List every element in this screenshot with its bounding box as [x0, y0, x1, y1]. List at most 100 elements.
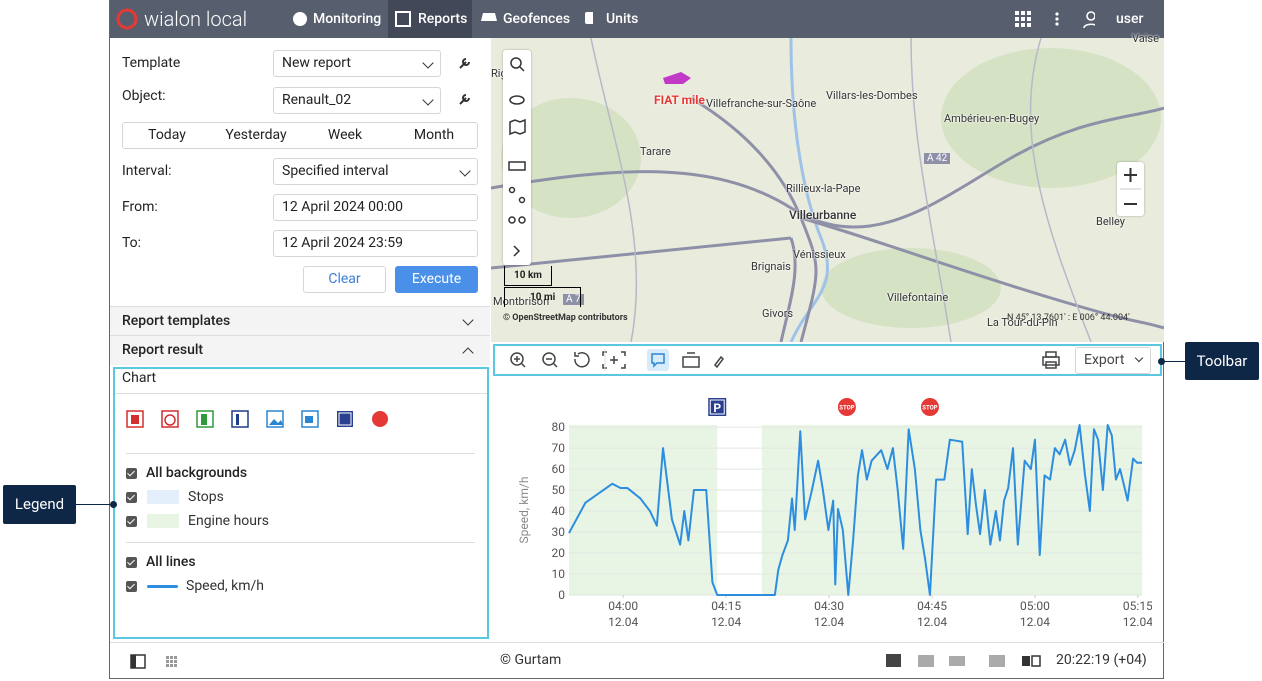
checkbox[interactable]: [126, 557, 137, 568]
map-label: Ambérieu-en-Bugey: [944, 112, 1040, 125]
x-tick-label: 04:45: [917, 599, 947, 613]
background-band: [569, 425, 718, 595]
x-tick-label: 04:30: [814, 599, 844, 613]
event-icon: [708, 398, 727, 416]
x-tick-date: 12.04: [1020, 615, 1050, 629]
x-tick-date: 12.04: [608, 615, 638, 629]
callout-line: [76, 504, 113, 505]
from-label: From:: [122, 199, 158, 215]
y-tick-label: 50: [552, 483, 566, 497]
scale-km: 10 km: [514, 270, 542, 281]
separator: [115, 393, 487, 394]
footer: [110, 642, 1164, 680]
to-value: 12 April 2024 23:59: [282, 235, 404, 251]
zoom-controls[interactable]: [1117, 162, 1144, 216]
attribution: © OpenStreetMap contributors: [503, 313, 628, 323]
map-label: Vaise: [1132, 32, 1159, 45]
nav-units[interactable]: Units: [606, 11, 639, 27]
map-label: Rig: [491, 67, 507, 80]
nav-geofences[interactable]: Geofences: [503, 11, 571, 27]
templates-title: Report templates: [122, 313, 231, 329]
x-tick-label: 04:00: [608, 599, 638, 613]
interval-value: Specified interval: [282, 163, 389, 179]
map-label: Villars-les-Dombes: [826, 89, 918, 102]
map-label: Belley: [1096, 215, 1126, 228]
nav-monitoring[interactable]: Monitoring: [313, 11, 382, 27]
interval-label: Interval:: [122, 163, 172, 179]
y-tick-label: 30: [552, 525, 566, 539]
y-tick-label: 80: [552, 420, 566, 434]
event-marker: STOP: [837, 398, 856, 416]
event-icon: [920, 398, 939, 416]
separator: [126, 542, 475, 543]
footer-right-icons: [886, 654, 1041, 667]
y-tick-label: 40: [552, 504, 566, 518]
templates-row[interactable]: Report templates: [110, 306, 490, 336]
event-label: STOP: [922, 405, 937, 412]
nav-active-bg: [388, 0, 472, 38]
checkbox[interactable]: [126, 516, 137, 527]
map: [491, 38, 1164, 342]
map-label: Vénissieux: [793, 248, 846, 261]
background-band: [761, 425, 1142, 595]
interval-select[interactable]: Specified interval: [273, 158, 478, 185]
map-label: Montbrison: [493, 295, 550, 308]
x-tick-label: 04:15: [711, 599, 741, 613]
y-tick-label: 0: [558, 588, 565, 602]
separator: [126, 453, 475, 454]
event-icon-border: [709, 399, 725, 415]
period-today[interactable]: Today: [148, 127, 186, 143]
checkbox[interactable]: [126, 492, 137, 503]
engine-label: Engine hours: [188, 513, 269, 529]
map-coords: N 45° 13.7601' : E 006° 44.004': [1007, 313, 1130, 323]
top-bar: wialon local Monitoring Reports Geofence…: [110, 0, 1164, 38]
from-input[interactable]: 12 April 2024 00:00: [273, 194, 478, 221]
event-label: P: [713, 401, 721, 415]
period-month[interactable]: Month: [413, 127, 455, 143]
map-label: La Tour-du-Pin: [987, 316, 1058, 329]
all-lines: All lines: [146, 554, 196, 570]
scale-mi: 10 mi: [530, 292, 556, 303]
export-label: Export: [1084, 352, 1125, 368]
to-input[interactable]: 12 April 2024 23:59: [273, 230, 478, 257]
y-axis-label: Speed, km/h: [517, 477, 531, 544]
x-tick-label: 05:00: [1020, 599, 1050, 613]
period-week[interactable]: Week: [327, 127, 363, 143]
map-label: Villefontaine: [887, 291, 949, 304]
nav-reports[interactable]: Reports: [418, 11, 468, 27]
map-controls[interactable]: [503, 50, 531, 265]
toolbar-callout: Toolbar: [1185, 342, 1259, 380]
clear-button[interactable]: Clear: [303, 266, 386, 293]
x-tick-date: 12.04: [814, 615, 844, 629]
scale-bar: [504, 287, 581, 307]
object-label: Object:: [122, 88, 166, 104]
execute-button[interactable]: Execute: [395, 266, 478, 293]
x-tick-label: 05:15: [1123, 599, 1152, 613]
y-tick-label: 10: [552, 567, 566, 581]
map-label: Rillieux-la-Pape: [786, 182, 861, 195]
stops-swatch: [147, 490, 179, 504]
logo: wialon local: [144, 7, 248, 31]
x-tick-date: 12.04: [711, 615, 741, 629]
template-select[interactable]: New report: [273, 50, 441, 77]
template-label: Template: [122, 55, 181, 71]
speed-line: [568, 424, 1142, 596]
nav-icons: [293, 11, 593, 27]
y-tick-label: 20: [552, 546, 566, 560]
x-tick-date: 12.04: [917, 615, 947, 629]
object-select[interactable]: Renault_02: [273, 87, 441, 114]
result-row[interactable]: Report result: [110, 335, 490, 365]
footer-left-icons: [130, 654, 177, 669]
period-yesterday[interactable]: Yesterday: [225, 127, 287, 143]
map-label: Villefranche-sur-Saône: [706, 97, 817, 110]
engine-swatch: [147, 514, 179, 528]
map-roads: [491, 38, 1164, 342]
y-tick-label: 60: [552, 462, 566, 476]
map-label: Givors: [762, 307, 794, 320]
checkbox[interactable]: [126, 468, 137, 479]
export-button[interactable]: Export: [1075, 347, 1151, 374]
nav-tools: [1015, 11, 1095, 29]
user-name[interactable]: user: [1116, 11, 1144, 27]
checkbox[interactable]: [126, 581, 137, 592]
